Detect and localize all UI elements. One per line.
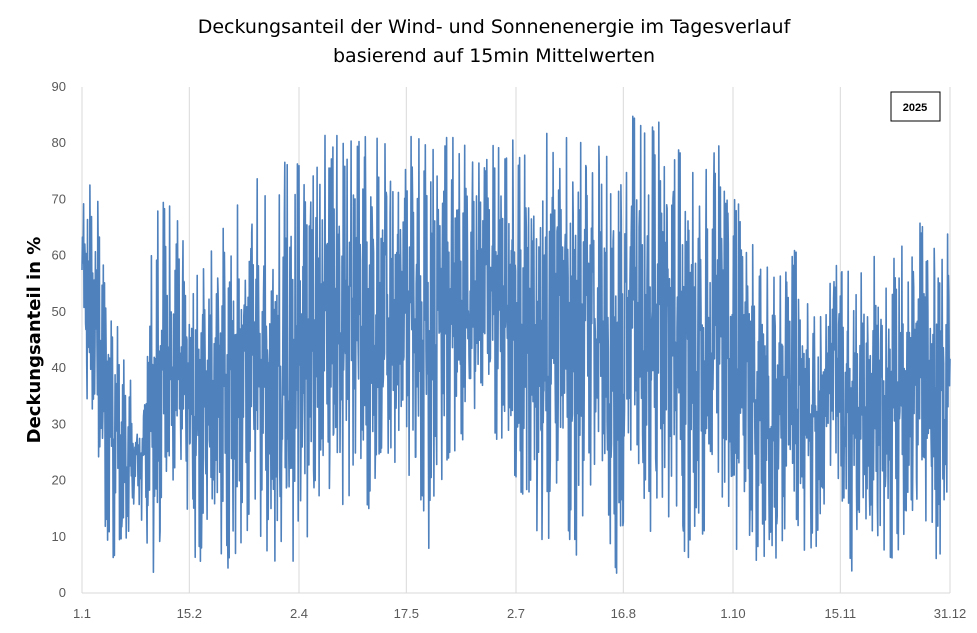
chart-subtitle: basierend auf 15min Mittelwerten — [333, 45, 655, 67]
x-tick-label: 15.11 — [825, 606, 857, 621]
y-tick-label: 10 — [52, 529, 66, 544]
x-axis: 1.1 15.2 2.4 17.5 2.7 16.8 1.10 15.11 31.12 — [73, 592, 967, 621]
y-tick-label: 50 — [52, 304, 66, 319]
x-tick-label: 15.2 — [177, 606, 202, 621]
x-tick-label: 17.5 — [394, 606, 419, 621]
y-tick-label: 80 — [52, 135, 66, 150]
x-tick-label: 2.7 — [507, 606, 525, 621]
y-axis: 0 10 20 30 40 50 60 70 80 90 — [52, 79, 66, 600]
legend-label: 2025 — [903, 102, 927, 114]
legend-box — [890, 91, 941, 122]
y-tick-label: 70 — [52, 191, 66, 206]
x-tick-label: 31.12 — [934, 606, 967, 621]
y-axis-title: Deckungsanteil in % — [24, 237, 45, 444]
y-tick-label: 60 — [52, 248, 66, 263]
series-line — [81, 115, 951, 574]
legend: 2025 — [890, 91, 941, 122]
y-tick-label: 20 — [52, 473, 66, 488]
plot-series — [81, 115, 951, 574]
x-tick-label: 1.1 — [73, 606, 91, 621]
x-tick-label: 2.4 — [290, 606, 308, 621]
y-tick-label: 90 — [52, 79, 66, 94]
y-tick-label: 30 — [52, 416, 66, 431]
y-tick-label: 0 — [59, 585, 66, 600]
x-tick-label: 16.8 — [611, 606, 636, 621]
y-tick-label: 40 — [52, 360, 66, 375]
chart-title: Deckungsanteil der Wind- und Sonnenenerg… — [198, 16, 792, 38]
x-tick-label: 1.10 — [720, 606, 745, 621]
